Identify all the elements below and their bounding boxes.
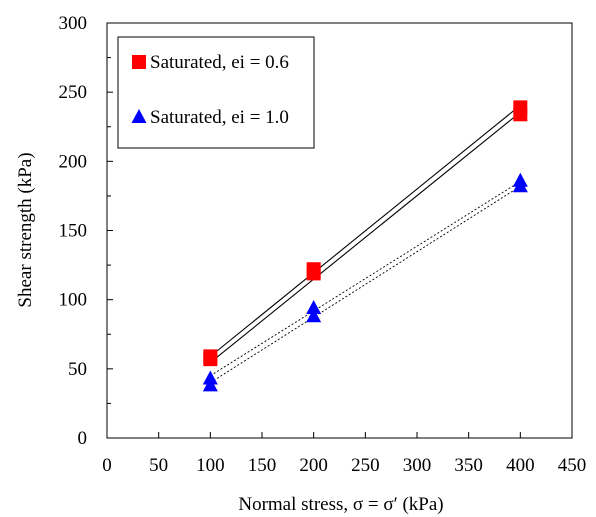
legend: Saturated, ei = 0.6 Saturated, ei = 1.0 <box>117 36 315 149</box>
legend-marker <box>132 55 146 69</box>
x-tick-label: 100 <box>196 455 225 476</box>
x-tick-label: 0 <box>102 455 112 476</box>
x-tick-label: 250 <box>351 455 380 476</box>
x-tick-label: 400 <box>506 455 535 476</box>
x-tick-label: 200 <box>299 455 328 476</box>
y-tick-label: 150 <box>59 221 88 242</box>
y-tick-label: 100 <box>59 290 88 311</box>
data-point <box>306 308 322 323</box>
data-points <box>202 100 528 392</box>
y-tick-label: 250 <box>59 82 88 103</box>
x-tick-label: 300 <box>403 455 432 476</box>
legend-marker <box>131 109 147 123</box>
fit-line <box>210 185 521 384</box>
x-tick-label: 150 <box>248 455 277 476</box>
x-tick-label: 450 <box>558 455 587 476</box>
fit-line <box>210 181 521 377</box>
y-axis-label: Shear strength (kPa) <box>15 152 36 307</box>
fit-line <box>209 104 521 357</box>
x-axis-label: Normal stress, σ = σ′ (kPa) <box>238 494 443 515</box>
fit-line <box>209 111 521 364</box>
y-tick-label: 300 <box>59 13 88 34</box>
data-point <box>202 370 218 385</box>
x-tick-label: 350 <box>454 455 483 476</box>
data-point <box>306 262 321 277</box>
y-tick-label: 0 <box>78 428 88 449</box>
data-point <box>513 100 528 115</box>
y-tick-label: 50 <box>68 359 87 380</box>
fit-lines <box>209 104 521 384</box>
data-point <box>512 172 528 187</box>
x-tick-label: 50 <box>149 455 168 476</box>
axes: 0 50 100 150 200 250 300 350 400 450 0 50 100 150 200 2… <box>59 13 587 476</box>
legend-label: Saturated, ei = 1.0 <box>150 107 289 128</box>
data-point <box>203 349 218 364</box>
legend-label: Saturated, ei = 0.6 <box>150 52 289 73</box>
y-tick-label: 200 <box>59 151 88 172</box>
legend-box <box>117 36 315 149</box>
data-point <box>306 299 322 314</box>
